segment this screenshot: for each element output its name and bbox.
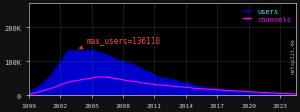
Text: netsp1it.de: netsp1it.de (290, 38, 296, 74)
Text: max_users=136110: max_users=136110 (80, 36, 160, 50)
Legend: users, channels: users, channels (242, 8, 292, 24)
